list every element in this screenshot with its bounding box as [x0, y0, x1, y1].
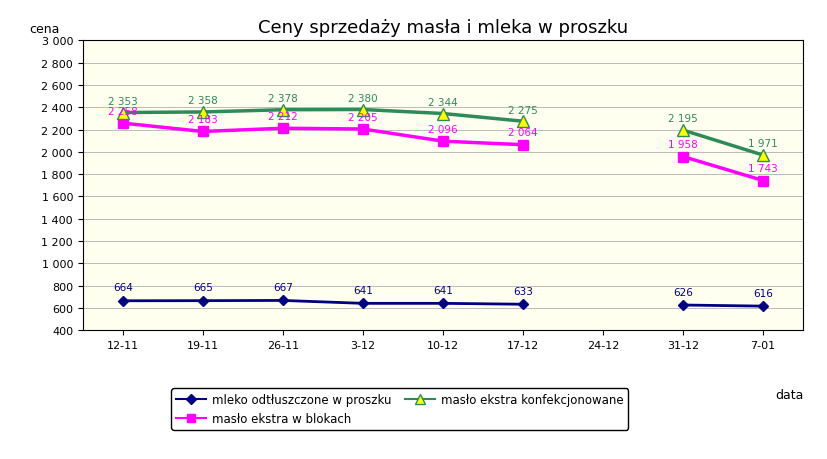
Text: 2 378: 2 378: [268, 94, 298, 104]
Text: 641: 641: [352, 285, 372, 295]
Text: 641: 641: [433, 285, 452, 295]
Text: 1 958: 1 958: [667, 140, 697, 150]
Legend: mleko odtłuszczone w proszku, masło ekstra w blokach, masło ekstra konfekcjonowa: mleko odtłuszczone w proszku, masło ekst…: [171, 388, 628, 430]
Text: 616: 616: [753, 288, 772, 298]
Text: 2 212: 2 212: [268, 112, 298, 122]
Text: 1 743: 1 743: [748, 164, 777, 174]
Text: 2 183: 2 183: [188, 115, 218, 125]
Text: 2 275: 2 275: [508, 105, 538, 115]
Text: 2 353: 2 353: [108, 96, 137, 106]
Text: 2 380: 2 380: [347, 94, 377, 104]
Text: 2 358: 2 358: [188, 96, 218, 106]
Text: 633: 633: [513, 286, 533, 296]
Text: data: data: [774, 388, 802, 401]
Text: 2 258: 2 258: [108, 106, 137, 117]
Text: 664: 664: [112, 283, 132, 293]
Text: 2 344: 2 344: [428, 98, 457, 107]
Text: 1 971: 1 971: [748, 139, 777, 149]
Text: cena: cena: [29, 22, 59, 35]
Text: 667: 667: [273, 282, 293, 292]
Text: 626: 626: [672, 287, 692, 297]
Text: 2 195: 2 195: [667, 114, 697, 124]
Title: Ceny sprzedaży masła i mleka w proszku: Ceny sprzedaży masła i mleka w proszku: [257, 19, 628, 37]
Text: 665: 665: [193, 283, 213, 293]
Text: 2 064: 2 064: [508, 128, 538, 138]
Text: 2 205: 2 205: [347, 112, 377, 123]
Text: 2 096: 2 096: [428, 125, 457, 134]
